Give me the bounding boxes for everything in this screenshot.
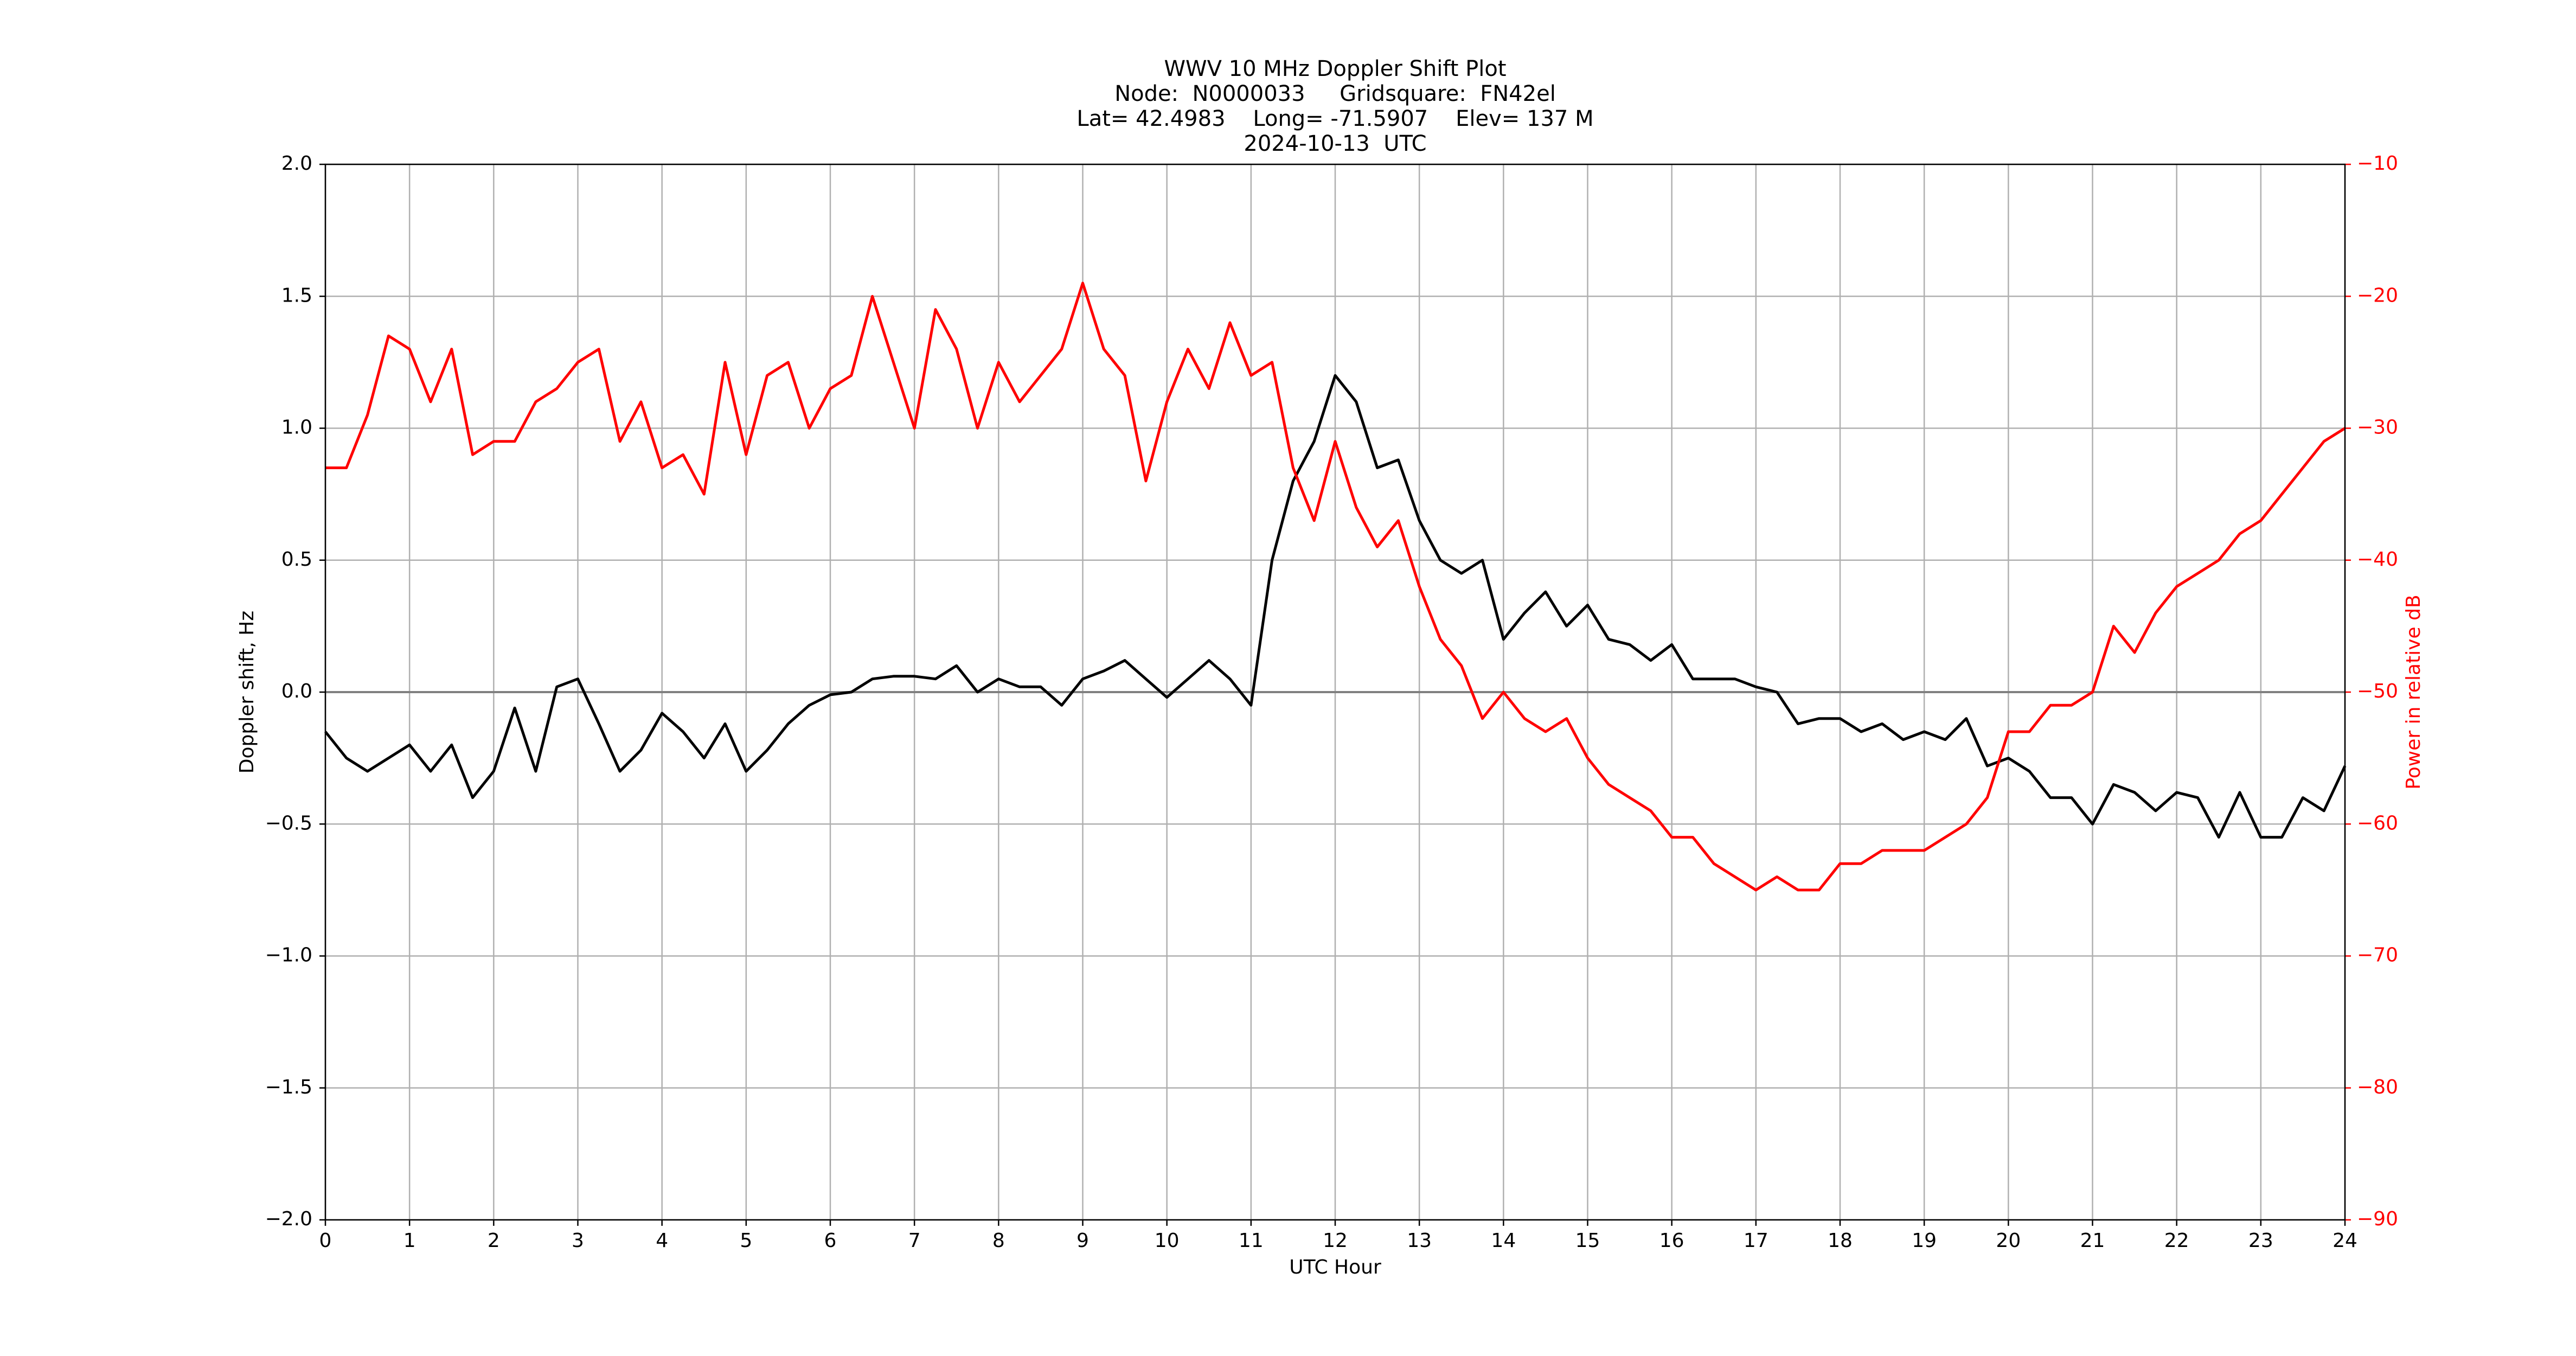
y2-tick-label: −90 xyxy=(2357,1208,2398,1230)
y2-tick-label: −50 xyxy=(2357,680,2398,702)
x-tick-label: 24 xyxy=(2333,1230,2357,1252)
y-tick-label: −1.0 xyxy=(265,944,312,967)
y-tick-label: −0.5 xyxy=(265,812,312,834)
y2-tick-label: −40 xyxy=(2357,548,2398,571)
x-tick-label: 6 xyxy=(824,1230,837,1252)
y-tick-label: 0.0 xyxy=(281,680,312,702)
x-tick-label: 23 xyxy=(2248,1230,2273,1252)
y-tick-label: 1.0 xyxy=(281,417,312,439)
y-tick-label: 1.5 xyxy=(281,284,312,306)
y-tick-label: −2.0 xyxy=(265,1208,312,1230)
y2-tick-label: −30 xyxy=(2357,417,2398,439)
y2-tick-label: −80 xyxy=(2357,1076,2398,1098)
chart-title: WWV 10 MHz Doppler Shift Plot xyxy=(1164,56,1506,81)
x-axis-label: UTC Hour xyxy=(1289,1256,1381,1278)
x-tick-label: 21 xyxy=(2080,1230,2105,1252)
x-tick-label: 20 xyxy=(1996,1230,2021,1252)
chart-title: Lat= 42.4983 Long= -71.5907 Elev= 137 M xyxy=(1076,106,1593,131)
x-tick-label: 17 xyxy=(1744,1230,1768,1252)
x-tick-label: 5 xyxy=(740,1230,752,1252)
data-line xyxy=(325,282,2346,892)
x-tick-label: 3 xyxy=(572,1230,584,1252)
x-tick-label: 0 xyxy=(319,1230,332,1252)
plot-frame xyxy=(324,163,2346,1221)
chart-title: 2024-10-13 UTC xyxy=(1244,131,1426,156)
x-tick-label: 14 xyxy=(1491,1230,1516,1252)
x-tick-label: 4 xyxy=(656,1230,668,1252)
x-tick-label: 11 xyxy=(1239,1230,1264,1252)
x-tick-label: 12 xyxy=(1323,1230,1348,1252)
x-tick-label: 10 xyxy=(1155,1230,1180,1252)
y-tick-label: −1.5 xyxy=(265,1076,312,1098)
y-axis-label: Doppler shift, Hz xyxy=(236,611,258,773)
x-tick-label: 1 xyxy=(403,1230,416,1252)
x-tick-label: 16 xyxy=(1659,1230,1684,1252)
y2-axis-label: Power in relative dB xyxy=(2402,594,2425,789)
y-tick-label: 0.5 xyxy=(281,548,312,571)
y-tick-label: 2.0 xyxy=(281,152,312,175)
data-line xyxy=(324,374,2347,839)
y2-tick-label: −20 xyxy=(2357,284,2398,306)
x-tick-label: 2 xyxy=(488,1230,500,1252)
x-tick-label: 22 xyxy=(2164,1230,2189,1252)
x-tick-label: 8 xyxy=(992,1230,1005,1252)
y2-tick-label: −70 xyxy=(2357,944,2398,967)
x-tick-label: 18 xyxy=(1828,1230,1853,1252)
x-tick-label: 15 xyxy=(1575,1230,1600,1252)
y2-tick-label: −10 xyxy=(2357,152,2398,175)
y2-tick-label: −60 xyxy=(2357,812,2398,834)
x-tick-label: 9 xyxy=(1076,1230,1089,1252)
x-tick-label: 19 xyxy=(1912,1230,1937,1252)
chart-title: Node: N0000033 Gridsquare: FN42el xyxy=(1114,81,1556,106)
x-tick-label: 13 xyxy=(1407,1230,1432,1252)
x-tick-label: 7 xyxy=(908,1230,921,1252)
